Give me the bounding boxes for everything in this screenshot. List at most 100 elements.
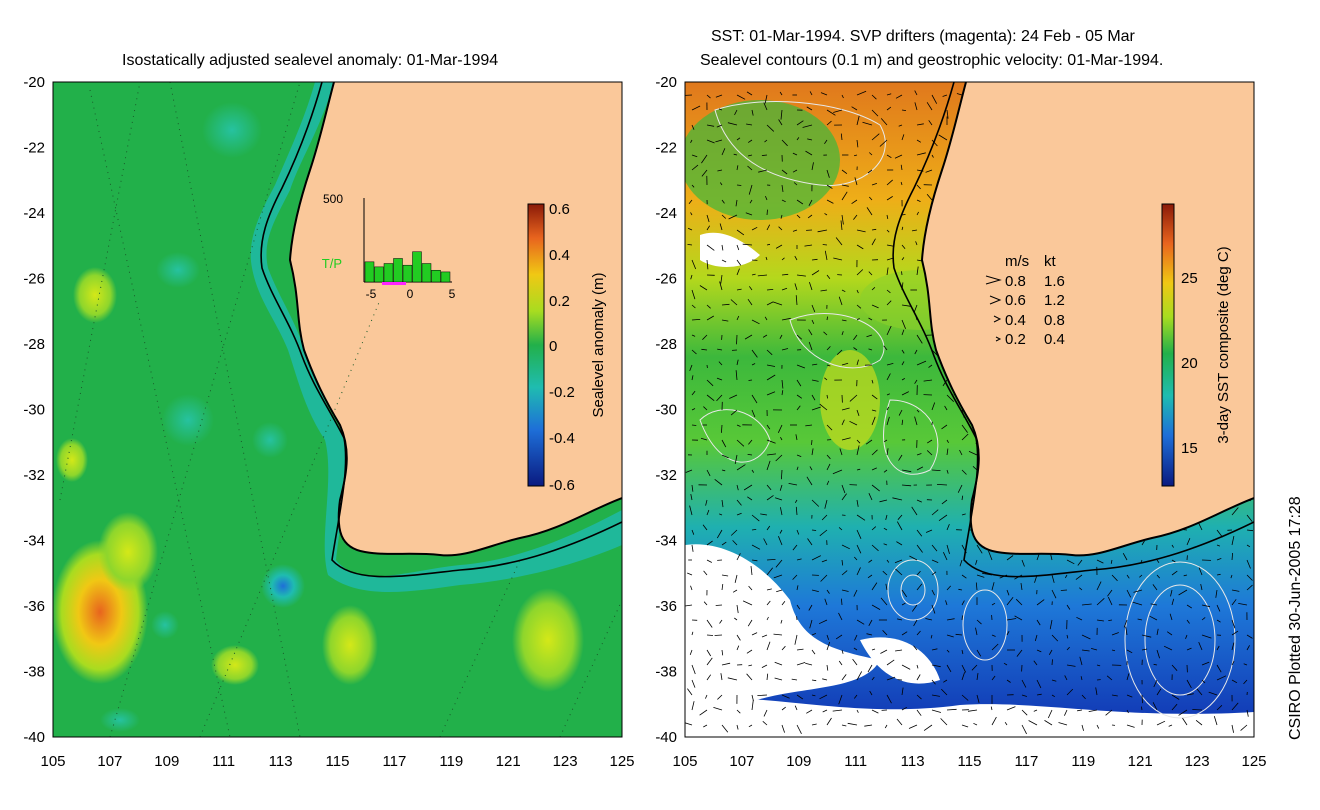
velocity-vector — [883, 543, 888, 546]
velocity-vector — [1020, 583, 1023, 591]
velocity-vector — [1033, 660, 1038, 666]
velocity-vector — [931, 571, 937, 576]
velocity-vector — [895, 94, 903, 99]
velocity-vector — [715, 94, 723, 98]
velocity-vector — [703, 406, 708, 411]
velocity-vector — [976, 649, 982, 657]
velocity-vector — [1076, 616, 1083, 621]
colorbar-tick: -0.6 — [549, 477, 575, 494]
velocity-vector — [1183, 574, 1188, 577]
velocity-vector — [750, 566, 753, 576]
velocity-vector — [1125, 626, 1128, 636]
velocity-vector — [930, 634, 933, 639]
velocity-vector — [822, 244, 828, 246]
velocity-vector — [880, 597, 888, 606]
velocity-vector — [886, 363, 894, 366]
velocity-vector — [1153, 679, 1158, 688]
velocity-vector — [871, 526, 877, 531]
velocity-vector — [866, 633, 873, 636]
velocity-vector — [1201, 617, 1206, 621]
latitude-tick-label: -24 — [655, 205, 677, 222]
velocity-vector — [751, 700, 754, 711]
velocity-vector — [791, 678, 798, 681]
latitude-tick-label: -36 — [655, 598, 677, 615]
velocity-vector — [914, 102, 918, 111]
velocity-vector — [1021, 724, 1027, 735]
velocity-vector — [749, 199, 753, 204]
velocity-vector — [1126, 724, 1135, 728]
velocity-vector — [841, 319, 847, 322]
velocity-vector — [901, 244, 906, 249]
velocity-vector — [900, 181, 903, 186]
velocity-vector — [871, 676, 875, 681]
velocity-vector — [1243, 679, 1248, 685]
velocity-vector — [822, 678, 828, 681]
velocity-vector — [705, 499, 708, 506]
velocity-vector — [862, 121, 873, 126]
velocity-vector — [958, 588, 963, 591]
velocity-vector — [841, 484, 846, 494]
velocity-vector — [1141, 706, 1143, 711]
velocity-vector — [976, 574, 985, 578]
velocity-vector — [1064, 675, 1068, 681]
latitude-tick-label: -34 — [655, 533, 677, 550]
velocity-vector — [751, 319, 760, 325]
velocity-vector — [871, 544, 879, 552]
latitude-tick-label: -24 — [23, 205, 45, 222]
velocity-vector — [868, 317, 873, 321]
velocity-vector — [1006, 597, 1014, 606]
velocity-vector — [1149, 615, 1158, 621]
velocity-vector — [1231, 702, 1239, 711]
velocity-vector — [841, 184, 849, 187]
velocity-vector — [913, 645, 918, 651]
velocity-vector — [914, 90, 918, 96]
ssh-contour — [962, 589, 1008, 661]
velocity-vector — [1192, 709, 1203, 711]
velocity-vector — [721, 439, 727, 448]
velocity-vector — [729, 394, 738, 399]
velocity-vector — [914, 379, 918, 384]
velocity-vector — [1079, 656, 1083, 666]
velocity-vector — [796, 454, 802, 457]
velocity-vector — [1153, 663, 1158, 666]
velocity-vector — [751, 514, 760, 522]
velocity-vector — [721, 649, 724, 656]
velocity-vector — [690, 274, 693, 280]
velocity-vector — [736, 645, 740, 651]
velocity-vector — [931, 604, 936, 614]
velocity-vector — [886, 325, 892, 336]
velocity-vector — [961, 424, 968, 433]
warm-patch — [56, 438, 88, 482]
velocity-vector — [911, 229, 918, 232]
latitude-tick-label: -30 — [23, 402, 45, 419]
legend-kt-value: 0.4 — [1044, 331, 1065, 348]
velocity-vector — [747, 454, 753, 456]
velocity-vector — [1246, 544, 1251, 548]
velocity-vector — [806, 106, 813, 111]
velocity-vector — [916, 123, 924, 126]
velocity-vector — [691, 289, 696, 300]
warm-patch — [512, 588, 584, 692]
velocity-vector — [867, 574, 873, 579]
velocity-vector — [886, 559, 890, 563]
legend-ms-value: 0.8 — [1005, 273, 1026, 290]
velocity-vector — [778, 119, 783, 126]
velocity-vector — [706, 244, 715, 251]
velocity-vector — [780, 507, 783, 516]
velocity-vector — [736, 439, 745, 447]
velocity-vector — [901, 214, 906, 216]
velocity-vector — [781, 287, 788, 291]
velocity-vector — [886, 229, 890, 233]
velocity-vector — [854, 177, 858, 186]
left-lon-axis: 105 107 109 111 113 115 117 119 121 123 125 — [40, 753, 634, 770]
inset-xtick: 5 — [449, 287, 456, 301]
velocity-vector — [779, 529, 783, 534]
velocity-vector — [730, 529, 738, 536]
velocity-vector — [691, 529, 695, 535]
velocity-vector — [766, 495, 774, 501]
velocity-vector — [1066, 634, 1069, 639]
velocity-vector — [1201, 634, 1212, 639]
velocity-vector — [946, 649, 950, 653]
velocity-vector — [796, 379, 802, 387]
velocity-vector — [775, 244, 783, 249]
